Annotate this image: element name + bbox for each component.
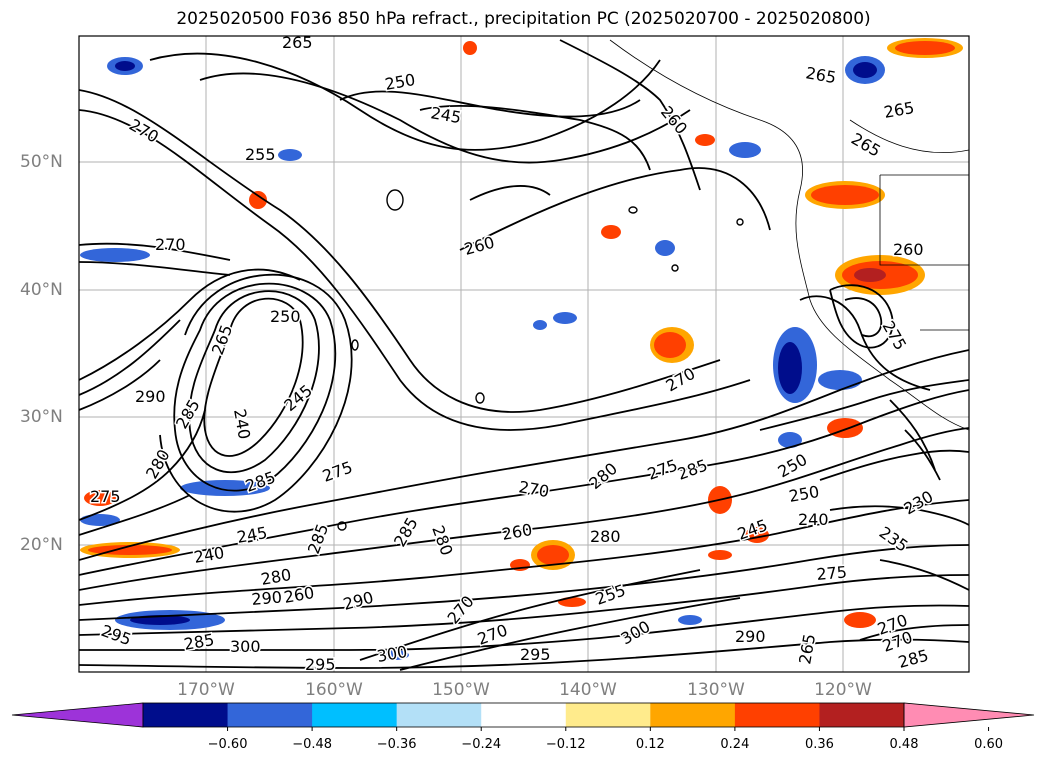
contour-label: 290 — [735, 627, 766, 646]
contour-label: 270 — [155, 235, 186, 254]
colorbar-segment — [565, 703, 651, 727]
colorbar-segment — [819, 703, 905, 727]
lon-label: 150°W — [432, 680, 490, 700]
colorbar-tick-label: −0.48 — [292, 737, 333, 752]
colorbar-segment — [481, 703, 567, 727]
small-contours — [337, 189, 744, 531]
colorbar-tick-label: 0.24 — [720, 737, 750, 752]
colorbar-tick-label: −0.36 — [376, 737, 417, 752]
colorbar-extend-low — [11, 702, 144, 728]
contour-label: 295 — [520, 645, 551, 664]
contour-label: 250 — [270, 307, 301, 326]
colorbar-tick-label: 0.60 — [974, 737, 1004, 752]
lat-label: 30°N — [20, 407, 63, 427]
lat-label: 20°N — [20, 535, 63, 555]
precip-patches — [80, 38, 963, 660]
contour-label: 275 — [816, 562, 848, 584]
colorbar-segment — [396, 703, 482, 727]
contour-label: 275 — [90, 487, 121, 506]
lon-label: 170°W — [177, 680, 235, 700]
colorbar-segment — [143, 703, 229, 727]
colorbar-frame — [142, 702, 905, 728]
map-title: 2025020500 F036 850 hPa refract., precip… — [176, 9, 871, 29]
contour-label: 280 — [590, 527, 621, 546]
contour-label: 290 — [251, 587, 283, 609]
colorbar-segment — [650, 703, 736, 727]
colorbar-segment — [734, 703, 820, 727]
contour-label: 260 — [893, 240, 924, 259]
lon-label: 120°W — [814, 680, 872, 700]
coastlines — [609, 39, 969, 431]
contour-label: 265 — [282, 33, 313, 52]
lon-label: 140°W — [559, 680, 617, 700]
colorbar-segment — [312, 703, 398, 727]
lat-label: 40°N — [20, 280, 63, 300]
map-frame — [78, 35, 970, 673]
contour-label: 240 — [798, 510, 829, 529]
colorbar-tick-label: −0.12 — [545, 737, 586, 752]
contour-label: 300 — [230, 637, 261, 656]
contour-label: 290 — [135, 387, 166, 406]
colorbar-extend-high — [903, 702, 1035, 728]
colorbar-tick-label: 0.36 — [804, 737, 834, 752]
lon-label: 130°W — [687, 680, 745, 700]
refractivity-contours — [79, 39, 969, 671]
lon-label: 160°W — [305, 680, 363, 700]
lat-label: 50°N — [20, 152, 63, 172]
contour-label: 255 — [245, 145, 276, 164]
colorbar-tick-label: 0.48 — [889, 737, 919, 752]
colorbar-tick-label: 0.12 — [635, 737, 665, 752]
colorbar-tick-label: −0.60 — [207, 737, 248, 752]
contour-label: 295 — [305, 655, 336, 674]
colorbar-segment — [227, 703, 313, 727]
colorbar-tick-label: −0.24 — [461, 737, 502, 752]
colorbar — [11, 702, 1035, 731]
